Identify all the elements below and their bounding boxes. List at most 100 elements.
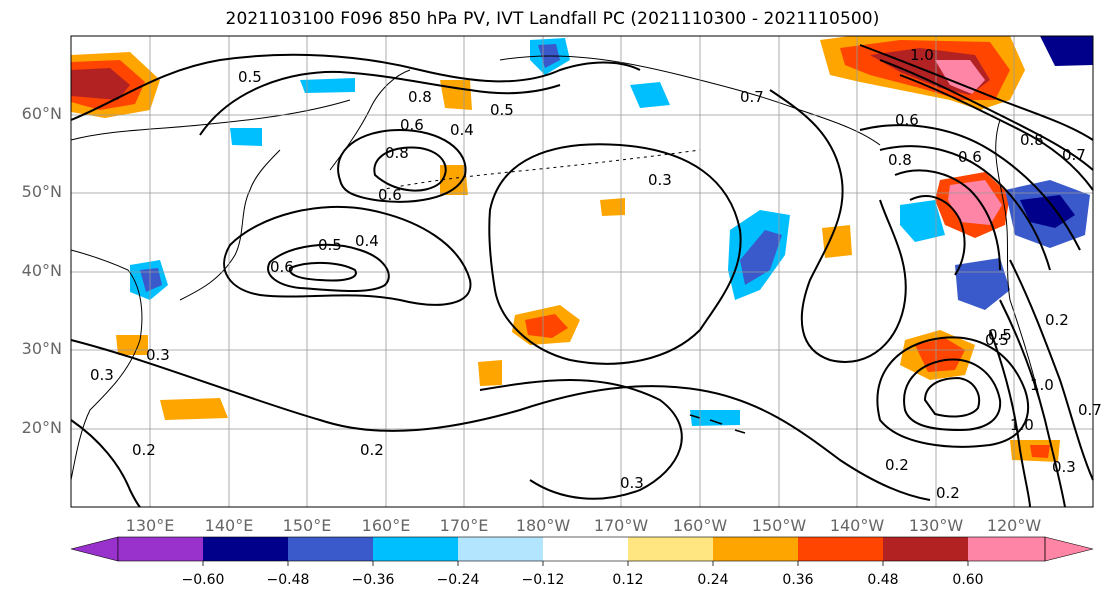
- contour-alaska-ridge-1: [859, 124, 1081, 251]
- contour-label: 0.3: [90, 366, 114, 384]
- contour-sw-corner: [70, 419, 141, 508]
- contour-label: 0.5: [988, 326, 1012, 344]
- colorbar-swatch: [713, 537, 798, 561]
- lon-label: 160°E: [361, 516, 411, 535]
- contour-label: 0.3: [620, 474, 644, 492]
- contour-japan-band-core: [288, 261, 357, 282]
- contour-alaska-ridge-2: [879, 145, 1051, 271]
- contour-label: 0.5: [985, 331, 1009, 349]
- contour-label: 1.0: [1030, 376, 1054, 394]
- lon-label: 140°W: [829, 516, 885, 535]
- shade-alaska-pink: [935, 60, 985, 94]
- contour-label: 0.8: [1020, 131, 1044, 149]
- colorbar-swatch: [373, 537, 458, 561]
- lon-label: 170°E: [439, 516, 489, 535]
- colorbar-tick-label: 0.60: [952, 572, 984, 588]
- contour-label: 0.7: [1062, 146, 1086, 164]
- shade-small-orange-5: [600, 198, 625, 216]
- contour-nw-outer: [70, 53, 641, 121]
- contour-label: 1.0: [910, 46, 934, 64]
- contour-kamchatka-inner: [373, 146, 447, 192]
- contour-east-coast-2: [999, 299, 1066, 508]
- contour-label: 0.7: [1078, 401, 1102, 419]
- contour-label: 0.8: [408, 88, 432, 106]
- contour-east-coast-1: [1009, 259, 1094, 481]
- colorbar: [70, 536, 1094, 566]
- lat-label: 50°N: [21, 182, 62, 201]
- contour-ne-1: [859, 44, 1094, 141]
- colorbar-swatch: [458, 537, 543, 561]
- coast-alaska: [499, 55, 881, 146]
- contour-sw-low-1: [876, 336, 1030, 448]
- lat-label: 20°N: [21, 418, 62, 437]
- coast-siberia: [70, 99, 351, 141]
- contour-label: 0.6: [400, 116, 424, 134]
- contour-south-03: [479, 379, 683, 500]
- colorbar-tick-label: −0.24: [436, 572, 480, 588]
- contour-alaska-ridge-3: [894, 169, 1001, 271]
- colorbar-extend-high: [1044, 536, 1094, 562]
- contour-label: 0.6: [270, 258, 294, 276]
- colorbar-tick-label: 0.12: [612, 572, 644, 588]
- shade-gulf-blue-mid: [740, 230, 782, 285]
- contour-label: 0.7: [740, 88, 764, 106]
- contour-label: 0.5: [490, 101, 514, 119]
- shade-small-blue-3: [690, 410, 740, 426]
- lon-label: 170°W: [593, 516, 649, 535]
- contour-label: 0.2: [132, 441, 156, 459]
- contour-label: 0.3: [146, 346, 170, 364]
- contour-alaska-ridge-4: [909, 195, 966, 276]
- contour-label: 0.2: [885, 456, 909, 474]
- colorbar-tick-label: −0.48: [266, 572, 310, 588]
- shade-bering2-orange: [440, 80, 472, 110]
- colorbar-swatch: [118, 537, 203, 561]
- colorbar-swatch: [288, 537, 373, 561]
- contour-gulf-trough: [769, 89, 907, 363]
- lon-label: 150°W: [751, 516, 807, 535]
- pv-contours: [70, 44, 1094, 508]
- colorbar-swatch: [628, 537, 713, 561]
- contour-label: 0.8: [888, 151, 912, 169]
- contour-kamchatka-loop: [337, 128, 467, 203]
- contour-label: 0.6: [895, 111, 919, 129]
- shade-westcoast-pink: [948, 180, 1002, 225]
- colorbar-swatch: [798, 537, 883, 561]
- shade-small-blue-4: [630, 82, 670, 108]
- contour-label: 0.4: [450, 121, 474, 139]
- contour-label: 0.6: [378, 186, 402, 204]
- contour-label: 0.2: [360, 441, 384, 459]
- contour-label: 0.3: [1052, 458, 1076, 476]
- colorbar-swatch: [203, 537, 288, 561]
- contour-ne-3: [899, 74, 1094, 191]
- shade-small-orange-4: [116, 335, 148, 355]
- shade-nw-corner-dark: [71, 68, 130, 100]
- shade-small-orange-2: [822, 225, 852, 258]
- shade-subtropic-red-core: [915, 338, 965, 372]
- contour-japan-band-outer: [223, 205, 472, 306]
- shade-small-blue-2: [230, 128, 262, 146]
- contour-subtropic-02: [70, 339, 931, 501]
- lat-label: 30°N: [21, 339, 62, 358]
- contour-label: 0.6: [958, 148, 982, 166]
- contour-ne-2: [879, 59, 1094, 171]
- colorbar-swatch: [543, 537, 628, 561]
- contour-japan-band-inner: [267, 243, 390, 292]
- lon-label: 140°E: [204, 516, 254, 535]
- shade-midocean-red-core: [525, 314, 568, 338]
- colorbar-tick-label: 0.48: [867, 572, 899, 588]
- colorbar-tick-label: 0.36: [782, 572, 814, 588]
- contour-label: 0.4: [355, 232, 379, 250]
- map-background: [71, 36, 1093, 507]
- map-frame: [70, 35, 1094, 508]
- colorbar-tick-label: −0.12: [521, 572, 565, 588]
- coast-hawaii: [689, 414, 746, 434]
- colorbar-tick-label: 0.24: [697, 572, 729, 588]
- contour-label-group: 0.5 0.5 0.4 0.8 0.6 0.8 0.6 0.5 0.4 0.6 …: [90, 46, 1102, 502]
- lon-label: 180°W: [515, 516, 571, 535]
- contour-label: 0.8: [385, 144, 409, 162]
- lon-label: 130°W: [908, 516, 964, 535]
- contour-label: 1.0: [1010, 416, 1034, 434]
- contour-east-coast-3: [989, 329, 1031, 508]
- contour-sw-low-2: [903, 358, 1002, 432]
